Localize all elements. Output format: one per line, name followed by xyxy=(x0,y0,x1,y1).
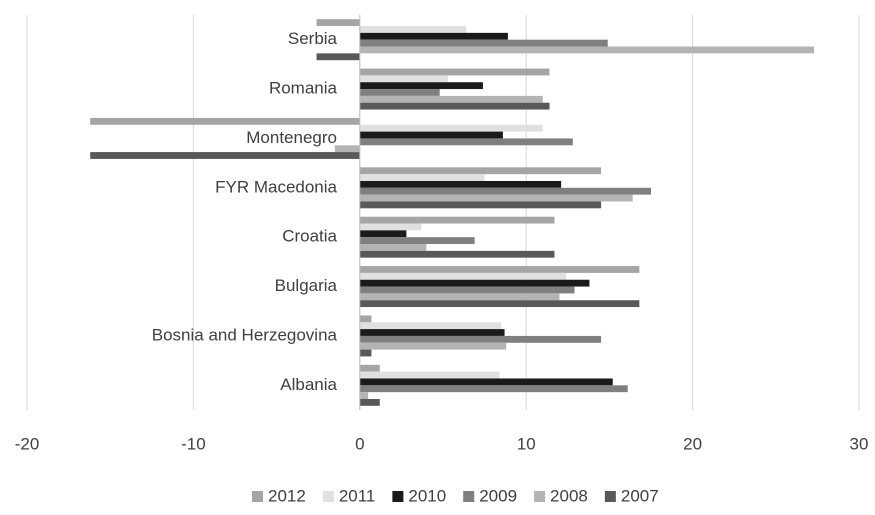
x-tick-label: -20 xyxy=(15,434,40,453)
x-tick-label: 0 xyxy=(355,434,364,453)
legend-label: 2012 xyxy=(268,486,306,505)
bar xyxy=(359,315,372,323)
y-tick-label: Bosnia and Herzegovina xyxy=(152,325,338,344)
bar xyxy=(359,75,448,83)
bar xyxy=(359,180,562,188)
bar xyxy=(359,89,440,96)
bar xyxy=(359,201,602,209)
x-tick-label: -10 xyxy=(181,434,206,453)
bar xyxy=(359,392,369,399)
bar xyxy=(359,272,567,280)
bar xyxy=(359,174,485,181)
bar xyxy=(359,187,651,195)
bar xyxy=(316,19,360,27)
y-tick-label: Croatia xyxy=(282,227,337,246)
bar xyxy=(359,46,815,54)
x-tick-label: 20 xyxy=(683,434,702,453)
bar xyxy=(359,349,372,357)
bar xyxy=(359,398,380,406)
bar xyxy=(359,237,475,245)
bar xyxy=(359,293,560,301)
bar xyxy=(359,26,467,33)
bar xyxy=(359,39,608,47)
x-tick-label: 10 xyxy=(517,434,536,453)
legend-swatch xyxy=(252,491,263,502)
bar xyxy=(359,378,613,386)
bar xyxy=(359,102,550,110)
bar xyxy=(359,230,407,238)
y-tick-label: Bulgaria xyxy=(275,276,338,295)
legend-label: 2008 xyxy=(550,486,588,505)
legend-label: 2010 xyxy=(408,486,446,505)
y-tick-label: Serbia xyxy=(288,29,338,48)
bar xyxy=(359,279,590,287)
bar xyxy=(359,335,602,343)
bar xyxy=(359,300,640,308)
bar xyxy=(334,145,360,153)
bar xyxy=(90,117,360,125)
bar xyxy=(359,194,633,202)
bar xyxy=(359,342,507,350)
bar xyxy=(359,82,483,90)
bar xyxy=(359,223,422,231)
x-tick-label: 30 xyxy=(850,434,869,453)
bar xyxy=(359,329,505,336)
bar xyxy=(359,250,555,258)
y-tick-label: Romania xyxy=(269,79,338,98)
y-tick-label: FYR Macedonia xyxy=(215,177,337,196)
bar xyxy=(359,124,543,132)
legend-swatch xyxy=(392,491,404,502)
bar xyxy=(359,68,550,76)
legend-swatch xyxy=(463,491,475,502)
bar xyxy=(359,364,380,372)
bar xyxy=(90,152,360,159)
bar xyxy=(359,95,543,103)
y-tick-label: Albania xyxy=(280,375,337,394)
bar xyxy=(359,371,500,379)
y-tick-label: Montenegro xyxy=(246,128,337,147)
bar xyxy=(359,266,640,273)
legend-swatch xyxy=(534,491,546,502)
legend-label: 2007 xyxy=(621,486,659,505)
legend-label: 2009 xyxy=(479,486,517,505)
bar xyxy=(359,138,573,146)
bar xyxy=(359,244,427,251)
bar xyxy=(359,32,508,40)
legend-label: 2011 xyxy=(339,486,376,505)
bar xyxy=(359,385,628,393)
bar xyxy=(359,216,555,224)
bar xyxy=(359,286,575,294)
bar xyxy=(359,131,503,139)
bar xyxy=(359,322,502,330)
bar xyxy=(316,53,360,61)
bar xyxy=(359,167,602,175)
legend-swatch xyxy=(322,491,334,502)
legend-swatch xyxy=(604,491,616,502)
